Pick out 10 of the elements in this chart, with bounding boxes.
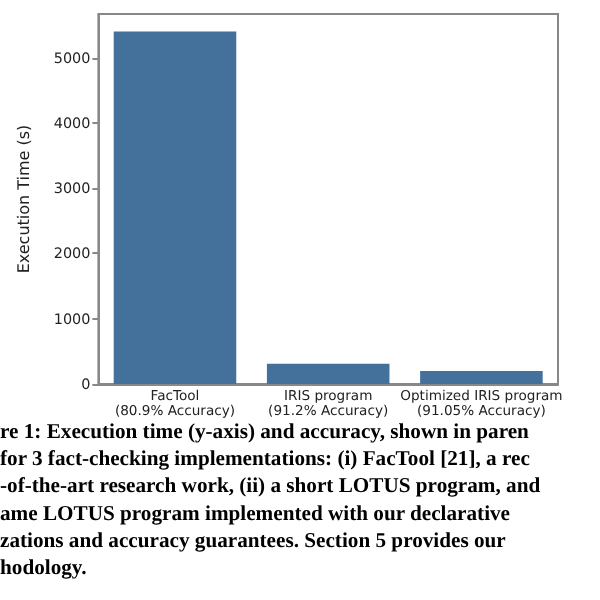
- text: re 1: Execution time (y-axis) and accuracy, shown in paren: [0, 422, 530, 444]
- text: zations and accuracy guarantees. Section 5 provides our: [0, 530, 507, 553]
- text: hodology.: [0, 558, 88, 580]
- y-axis-title: Execution Time (s): [15, 124, 33, 274]
- bar: [266, 363, 390, 384]
- bar: [420, 370, 543, 384]
- text: -of-the-art research work, (ii) a short LOTUS program, and: [0, 476, 541, 499]
- text: ame LOTUS program implemented with our declarative: [0, 503, 511, 526]
- bar: [113, 31, 237, 384]
- text: for 3 fact-checking implementations: (i) FacTool [21], a rec: [0, 449, 531, 472]
